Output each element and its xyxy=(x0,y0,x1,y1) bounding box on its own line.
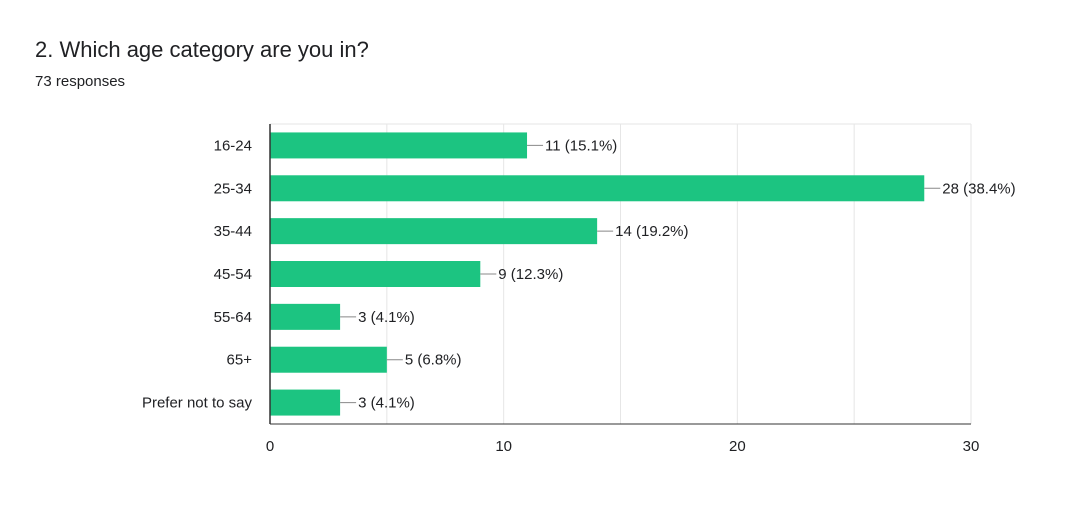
data-label: 28 (38.4%) xyxy=(942,180,1015,197)
x-tick-label: 0 xyxy=(266,438,274,455)
x-tick-label: 10 xyxy=(495,438,512,455)
bar xyxy=(270,175,925,202)
response-count: 73 responses xyxy=(35,73,126,90)
category-label: 25-34 xyxy=(214,180,252,197)
category-label: 55-64 xyxy=(214,309,252,326)
category-label: 16-24 xyxy=(214,137,252,154)
category-label: Prefer not to say xyxy=(142,395,253,412)
data-label: 9 (12.3%) xyxy=(498,266,563,283)
axes: 0 10 20 30 xyxy=(266,124,980,455)
bars xyxy=(270,132,925,416)
bar xyxy=(270,346,387,373)
data-label: 5 (6.8%) xyxy=(405,352,462,369)
bar xyxy=(270,218,598,245)
data-label: 3 (4.1%) xyxy=(358,309,415,326)
data-label: 14 (19.2%) xyxy=(615,223,688,240)
x-tick-label: 30 xyxy=(963,438,980,455)
data-label: 3 (4.1%) xyxy=(358,395,415,412)
data-label: 11 (15.1%) xyxy=(545,137,617,154)
bar xyxy=(270,132,528,159)
bar xyxy=(270,303,341,330)
chart-title: 2. Which age category are you in? xyxy=(35,37,369,62)
bar xyxy=(270,389,341,416)
labels: 11 (15.1%) 16-24 28 (38.4%) 25-34 14 (19.2%)… xyxy=(142,137,1016,411)
category-label: 65+ xyxy=(227,352,253,369)
category-label: 35-44 xyxy=(214,223,252,240)
x-tick-label: 20 xyxy=(729,438,746,455)
category-label: 45-54 xyxy=(214,266,252,283)
bar xyxy=(270,261,481,287)
